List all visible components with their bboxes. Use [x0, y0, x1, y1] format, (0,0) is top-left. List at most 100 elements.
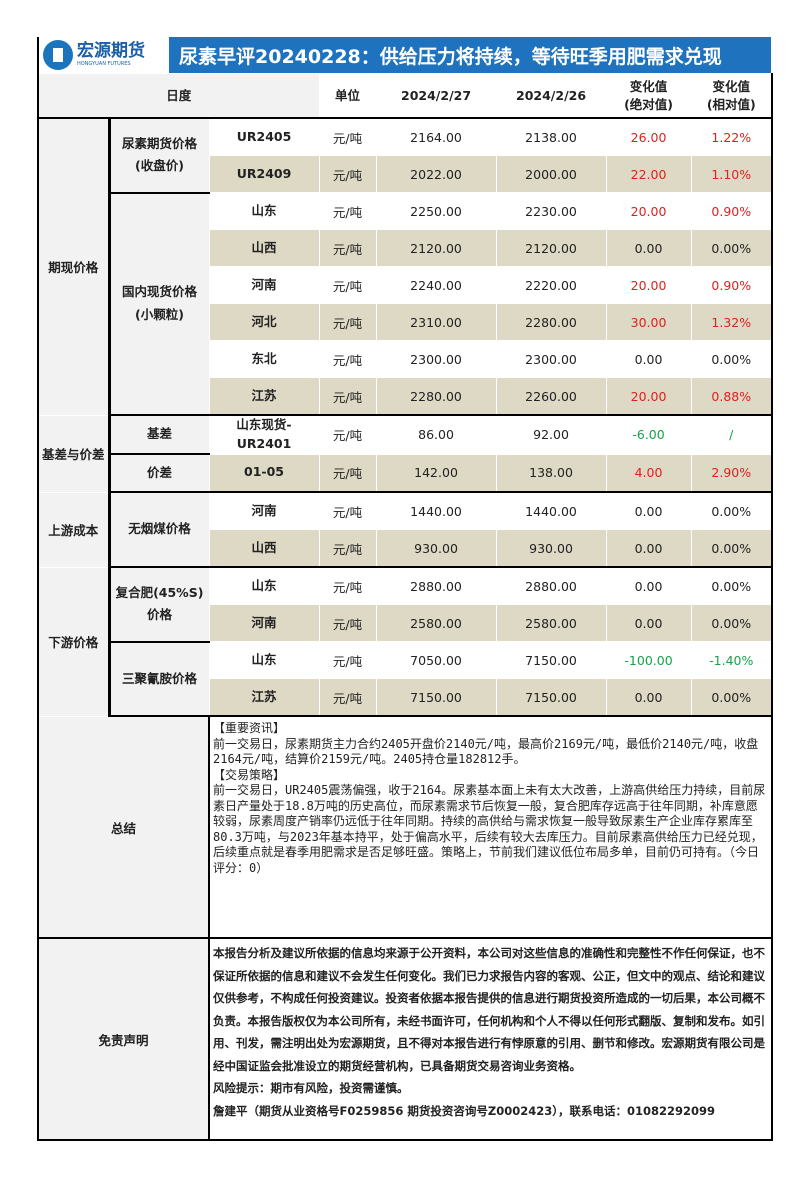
value-previous: 7150.00 [495, 678, 607, 717]
summary-row: 总结 【重要资讯】 前一交易日，尿素期货主力合约2405开盘价2140元/吨，最… [37, 715, 774, 939]
category-label: 基差与价差 [37, 414, 111, 493]
table-row: 河北 元/吨 2310.00 2280.00 30.00 1.32% [38, 303, 774, 341]
item-name: 山西 [208, 229, 320, 267]
unit: 元/吨 [318, 377, 377, 416]
item-name: 河南 [208, 491, 320, 530]
change-absolute: 0.00 [605, 566, 692, 605]
change-relative: -1.40% [690, 641, 774, 679]
value-current: 930.00 [375, 529, 497, 568]
subcategory-label: 尿素期货价格 (收盘价) [108, 117, 210, 194]
change-relative: 0.00% [690, 340, 774, 378]
value-previous: 7150.00 [495, 641, 607, 679]
value-current: 2250.00 [375, 192, 497, 230]
change-relative: 0.00% [690, 678, 774, 717]
item-name: 河南 [208, 604, 320, 642]
unit: 元/吨 [318, 266, 377, 304]
change-absolute: 30.00 [605, 303, 692, 341]
value-current: 2022.00 [375, 155, 497, 193]
value-current: 86.00 [375, 414, 497, 455]
disclaimer-label: 免责声明 [37, 937, 210, 1141]
report-title: 尿素早评20240228：供给压力将持续，等待旺季用肥需求兑现 [169, 37, 771, 73]
item-name: UR2409 [208, 155, 320, 193]
change-absolute: 26.00 [605, 117, 692, 156]
unit: 元/吨 [318, 303, 377, 341]
change-absolute: 0.00 [605, 604, 692, 642]
change-absolute: 20.00 [605, 377, 692, 416]
col-period: 日度 [36, 73, 320, 119]
value-previous: 1440.00 [495, 491, 607, 530]
table-row: 江苏 元/吨 2280.00 2260.00 20.00 0.88% [38, 377, 774, 416]
category-label: 期现价格 [37, 117, 111, 416]
item-name: 山东现货- UR2401 [208, 414, 320, 455]
summary-news: 前一交易日，尿素期货主力合约2405开盘价2140元/吨，最高价2169元/吨，… [213, 736, 759, 767]
col-date2: 2024/2/26 [495, 73, 607, 119]
value-previous: 2220.00 [495, 266, 607, 304]
subcategory-label: 价差 [108, 453, 210, 493]
change-absolute: 0.00 [605, 678, 692, 717]
table-row: 价差 01-05 元/吨 142.00 138.00 4.00 2.90% [38, 453, 774, 493]
change-absolute: 20.00 [605, 266, 692, 304]
item-name: 河南 [208, 266, 320, 304]
table-row: 山西 元/吨 930.00 930.00 0.00 0.00% [38, 529, 774, 568]
summary-text: 【重要资讯】 前一交易日，尿素期货主力合约2405开盘价2140元/吨，最高价2… [208, 715, 774, 939]
value-current: 142.00 [375, 453, 497, 493]
value-previous: 2880.00 [495, 566, 607, 605]
change-relative: 1.10% [690, 155, 774, 193]
change-relative: 1.22% [690, 117, 774, 156]
subcategory-label: 复合肥(45%S) 价格 [108, 566, 210, 643]
unit: 元/吨 [318, 340, 377, 378]
change-relative: 0.90% [690, 192, 774, 230]
item-name: 01-05 [208, 453, 320, 493]
value-previous: 2230.00 [495, 192, 607, 230]
item-name: 河北 [208, 303, 320, 341]
value-current: 2240.00 [375, 266, 497, 304]
summary-heading-strategy: 【交易策略】 [213, 767, 286, 782]
value-previous: 92.00 [495, 414, 607, 455]
table-row: 基差与价差 基差 山东现货- UR2401 元/吨 86.00 92.00 -6.00/ [37, 414, 774, 493]
value-current: 2120.00 [375, 229, 497, 267]
unit: 元/吨 [318, 678, 377, 717]
table-row: 河南 元/吨 2240.00 2220.00 20.00 0.90% [38, 266, 774, 304]
analyst-contact: 詹建平（期货从业资格号F0259856 期货投资咨询号Z0002423），联系电… [213, 1103, 715, 1118]
value-previous: 2138.00 [495, 117, 607, 156]
change-relative: 0.00% [690, 604, 774, 642]
change-relative: 0.88% [690, 377, 774, 416]
value-current: 2310.00 [375, 303, 497, 341]
unit: 元/吨 [318, 604, 377, 642]
unit: 元/吨 [318, 155, 377, 193]
company-logo: 宏源期货 HONGYUAN FUTURES [39, 37, 169, 73]
item-name: 山东 [208, 192, 320, 230]
value-previous: 138.00 [495, 453, 607, 493]
unit: 元/吨 [318, 566, 377, 605]
logo-mark-icon [43, 40, 73, 70]
change-relative: 0.00% [690, 529, 774, 568]
subcategory-label: 三聚氰胺价格 [108, 641, 210, 717]
value-previous: 2280.00 [495, 303, 607, 341]
value-previous: 930.00 [495, 529, 607, 568]
table-row: 上游成本 无烟煤价格 河南 元/吨 1440.00 1440.00 0.00 0.00% [37, 491, 774, 568]
table-row: 山西 元/吨 2120.00 2120.00 0.00 0.00% [38, 229, 774, 267]
table-row: 三聚氰胺价格 山东 元/吨 7050.00 7150.00 -100.00 -1.40% [38, 641, 774, 717]
item-name: 山西 [208, 529, 320, 568]
change-absolute: 0.00 [605, 491, 692, 530]
unit: 元/吨 [318, 229, 377, 267]
disclaimer-body: 本报告分析及建议所依据的信息均来源于公开资料，本公司对这些信息的准确性和完整性不… [213, 946, 765, 1073]
category-label: 上游成本 [37, 491, 111, 568]
table-row: 东北 元/吨 2300.00 2300.00 0.00 0.00% [38, 340, 774, 378]
unit: 元/吨 [318, 491, 377, 530]
disclaimer-row: 免责声明 本报告分析及建议所依据的信息均来源于公开资料，本公司对这些信息的准确性… [37, 937, 774, 1141]
item-name: 山东 [208, 566, 320, 605]
table-row: 江苏 元/吨 7150.00 7150.00 0.00 0.00% [38, 678, 774, 717]
value-current: 2880.00 [375, 566, 497, 605]
change-absolute: 4.00 [605, 453, 692, 493]
item-name: 东北 [208, 340, 320, 378]
subcategory-label: 基差 [108, 414, 210, 455]
subcategory-label: 国内现货价格 (小颗粒) [108, 192, 210, 416]
item-name: UR2405 [208, 117, 320, 156]
value-current: 7050.00 [375, 641, 497, 679]
value-previous: 2120.00 [495, 229, 607, 267]
change-relative: 0.00% [690, 229, 774, 267]
change-absolute: 0.00 [605, 529, 692, 568]
table-row: 期现价格 尿素期货价格 (收盘价) UR2405 元/吨 2164.00 2138.00 2… [37, 117, 774, 416]
value-current: 2164.00 [375, 117, 497, 156]
